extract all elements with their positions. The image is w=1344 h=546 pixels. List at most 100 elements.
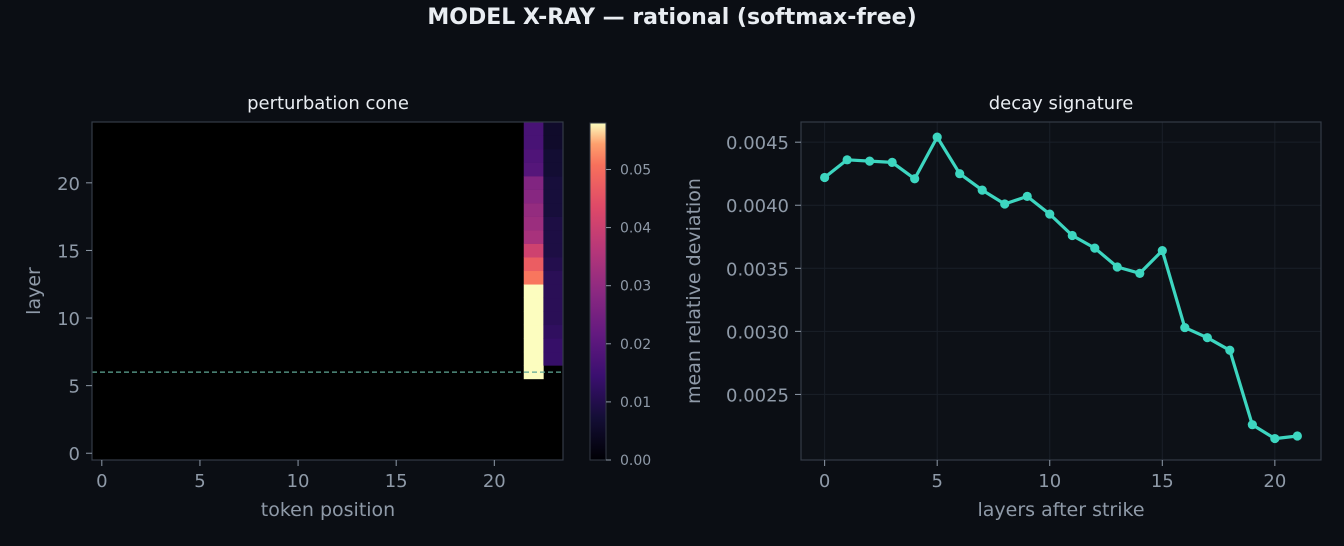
colorbar-tick-label: 0.02 [620, 337, 651, 353]
y-tick-label: 0 [69, 444, 80, 465]
colorbar-tick-label: 0.05 [620, 162, 651, 178]
heatmap-cell [523, 149, 544, 163]
data-point [1067, 230, 1077, 241]
heatmap-cell [543, 135, 564, 150]
data-point [1112, 262, 1122, 272]
heatmap-cell [543, 216, 564, 231]
data-point [1090, 243, 1100, 253]
heatmap-cell [543, 230, 564, 244]
data-point [1157, 246, 1167, 256]
heatmap-x-label: token position [261, 499, 395, 521]
heatmap-cell [543, 351, 564, 366]
x-tick-label: 20 [1263, 471, 1286, 492]
heatmap-frame [91, 121, 564, 461]
x-tick-label: 15 [1151, 471, 1174, 492]
line-frame [800, 121, 1322, 461]
y-tick-label: 5 [69, 377, 80, 398]
heatmap-cell [523, 176, 544, 190]
x-tick-label: 10 [287, 471, 310, 492]
y-tick-label: 0.0045 [726, 133, 789, 154]
colorbar-gradient [589, 122, 607, 461]
x-tick-label: 20 [483, 471, 506, 492]
heatmap-y-ticks: 0 5 10 15 20 [57, 174, 92, 465]
data-point [1225, 345, 1235, 355]
line-plot-area [801, 122, 1321, 460]
heatmap-plot-area [92, 122, 563, 460]
heatmap-cell [543, 176, 564, 190]
data-point [1247, 420, 1257, 430]
y-tick-label: 0.0035 [726, 259, 789, 280]
x-tick-label: 10 [1038, 471, 1061, 492]
heatmap-cell [543, 189, 564, 204]
series-points [820, 132, 1302, 444]
data-point [1045, 209, 1055, 219]
data-point [820, 172, 830, 183]
line-y-ticks: 0.0025 0.0030 0.0035 0.0040 0.0045 [726, 133, 801, 406]
heatmap-cell [543, 338, 564, 353]
heatmap-y-label: layer [23, 267, 45, 315]
data-point [1180, 322, 1190, 333]
heatmap-cell [543, 203, 564, 217]
heatmap-title: perturbation cone [247, 93, 409, 114]
heatmap-cells [523, 122, 564, 380]
heatmap-cell [543, 149, 564, 163]
colorbar-tick-label: 0.01 [620, 395, 651, 411]
data-point [932, 132, 942, 142]
colorbar: 0.00 0.01 0.02 0.03 0.04 0.05 [589, 122, 651, 469]
heatmap-panel: perturbation cone 0 5 10 15 20 0 5 10 15 20 toke… [23, 93, 564, 521]
heatmap-cell [543, 162, 564, 177]
data-point [1202, 333, 1212, 343]
data-point [842, 155, 852, 165]
line-panel: decay signature 0 5 10 15 20 0.00250.00300.0… [683, 93, 1322, 521]
heatmap-cell [523, 230, 544, 244]
heatmap-cell [543, 311, 564, 326]
heatmap-cell [523, 122, 544, 136]
colorbar-tick-label: 0.03 [620, 279, 651, 295]
x-tick-label: 15 [385, 471, 408, 492]
series-line [823, 135, 1298, 441]
heatmap-cell [523, 216, 544, 231]
heatmap-cell [543, 122, 564, 136]
x-tick-label: 0 [819, 471, 830, 492]
data-point [1135, 268, 1145, 278]
heatmap-cell [543, 243, 564, 258]
line-grid [801, 122, 1321, 460]
y-tick-label: 0.0030 [726, 322, 789, 343]
y-tick-label: 10 [57, 309, 80, 330]
heatmap-cell [523, 135, 544, 150]
heatmap-cell [523, 324, 544, 339]
heatmap-cell [523, 297, 544, 312]
y-tick-label: 15 [57, 241, 80, 262]
heatmap-x-ticks: 0 5 10 15 20 [96, 460, 506, 492]
data-point [910, 174, 920, 184]
data-point [977, 185, 987, 195]
heatmap-cell [523, 311, 544, 326]
heatmap-cell [523, 203, 544, 217]
heatmap-cell [543, 324, 564, 339]
y-tick-label: 20 [57, 174, 80, 195]
line-y-label: mean relative deviation [683, 178, 705, 404]
x-tick-label: 5 [931, 471, 942, 492]
data-point [887, 157, 897, 167]
heatmap-cell [523, 243, 544, 258]
data-point [1022, 191, 1032, 202]
heatmap-cell [523, 270, 544, 285]
heatmap-cell [543, 257, 564, 272]
line-x-ticks: 0 5 10 15 20 [819, 460, 1286, 492]
heatmap-cell [543, 284, 564, 299]
heatmap-cell [523, 162, 544, 177]
data-point [1270, 433, 1280, 444]
data-point [955, 169, 965, 179]
heatmap-cell [523, 351, 544, 366]
x-tick-label: 5 [194, 471, 205, 492]
data-point [865, 156, 875, 166]
figure-suptitle: MODEL X-RAY — rational (softmax-free) [427, 5, 916, 30]
heatmap-cell [523, 338, 544, 353]
data-point [1000, 199, 1010, 209]
colorbar-ticks: 0.00 0.01 0.02 0.03 0.04 0.05 [606, 162, 651, 469]
heatmap-cell [543, 270, 564, 285]
heatmap-cell [523, 284, 544, 299]
colorbar-tick-label: 0.00 [620, 453, 651, 469]
heatmap-cell [523, 189, 544, 204]
